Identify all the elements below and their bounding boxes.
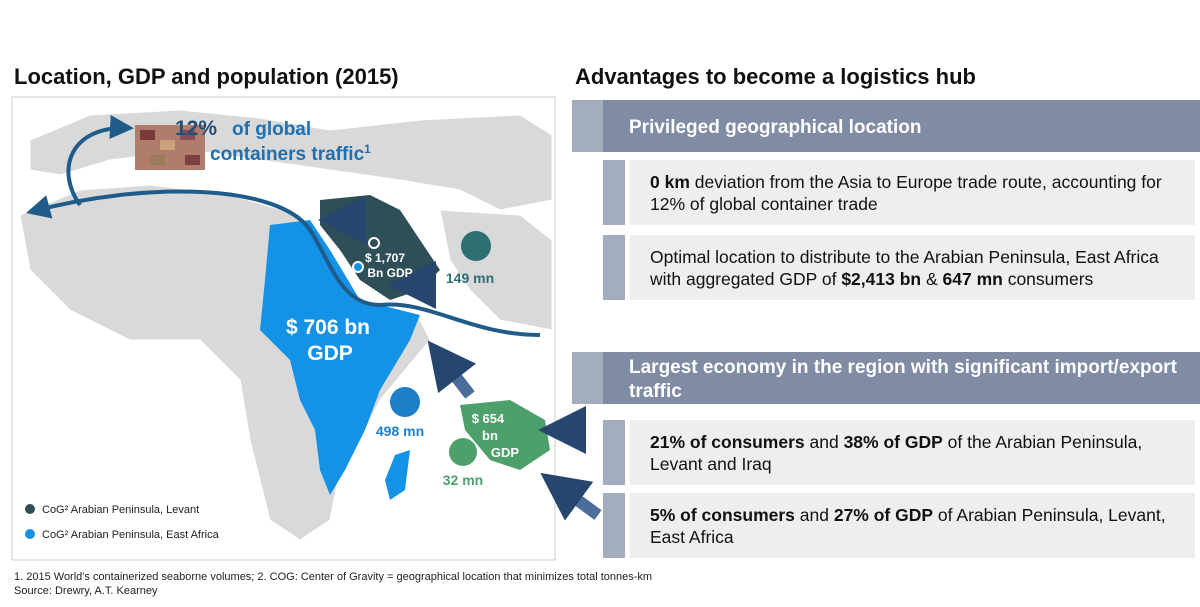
right-title: Advantages to become a logistics hub [575, 64, 976, 89]
text-segment: 21% of consumers [650, 431, 805, 452]
text-segment: $2,413 bn [841, 268, 922, 289]
item-text: Optimal location to distribute to the Ar… [630, 235, 1195, 300]
gdp-label: GDP [491, 445, 520, 460]
section-header: Largest economy in the region with signi… [572, 352, 1200, 404]
madagascar [385, 450, 410, 500]
text-segment: consumers [1002, 268, 1094, 289]
pop-label: 149 mn [446, 270, 494, 286]
text-segment: 5% of consumers [650, 504, 795, 525]
text-segment: 27% of GDP [833, 504, 934, 525]
east-africa-region [260, 220, 420, 495]
inflow-arrows [318, 196, 602, 521]
footnote-ref: 1 [364, 142, 371, 156]
cog-africa [352, 261, 364, 273]
gdp-label: $ 706 bn [286, 316, 370, 339]
gdp-label: GDP [307, 342, 353, 365]
europe-arrow [66, 115, 134, 207]
text-segment: 38% of GDP [843, 431, 943, 452]
section-header: Privileged geographical location [572, 100, 1200, 152]
gdp-label: Bn GDP [367, 266, 412, 280]
item-bar [603, 493, 625, 558]
pop-label: 32 mn [443, 472, 483, 488]
item-bar [603, 420, 625, 485]
left-title: Location, GDP and population (2015) [14, 64, 399, 89]
traffic-text: containers traffic [210, 144, 365, 165]
legend-marker [25, 504, 35, 514]
text-segment: 0 km [650, 171, 690, 192]
legend-marker [25, 529, 35, 539]
pop-label: 498 mn [376, 423, 424, 439]
text-segment: Optimal location to distribute to the Ar… [650, 246, 1164, 289]
legend-label: CoG² Arabian Peninsula, East Africa [42, 529, 220, 541]
advantage-item: 5% of consumers and 27% of GDP of Arabia… [603, 493, 1200, 558]
item-bar [603, 235, 625, 300]
footnote: Source: Drewry, A.T. Kearney [14, 585, 158, 597]
gdp-label: $ 654 [472, 411, 505, 426]
traffic-text: of global [232, 119, 311, 140]
advantage-item: 0 km deviation from the Asia to Europe t… [603, 160, 1200, 225]
footnote: 1. 2015 World's containerized seaborne v… [14, 571, 653, 583]
cog-levant [368, 237, 380, 249]
gdp-label: $ 1,707 [365, 251, 405, 265]
traffic-text: containers traffic1 [210, 142, 371, 165]
traffic-percent: 12% [175, 117, 217, 140]
pop-icon [390, 387, 420, 417]
section-header-text: Privileged geographical location [603, 100, 1200, 152]
trade-route [26, 189, 541, 337]
text-segment: and [804, 431, 844, 452]
text-segment: of the Arabian Peninsula, Levant and Ira… [650, 431, 1148, 474]
pop-icon [449, 438, 477, 466]
text-segment: & [921, 268, 943, 289]
advantage-item: Optimal location to distribute to the Ar… [603, 235, 1200, 300]
advantage-item: 21% of consumers and 38% of GDP of the A… [603, 420, 1200, 485]
gdp-label: bn [482, 428, 498, 443]
item-text: 21% of consumers and 38% of GDP of the A… [630, 420, 1195, 485]
item-bar [603, 160, 625, 225]
section-header-text: Largest economy in the region with signi… [603, 352, 1200, 404]
legend-label: CoG² Arabian Peninsula, Levant [42, 504, 199, 516]
text-segment: of Arabian Peninsula, Levant, East Afric… [650, 504, 1171, 547]
text-segment: deviation from the Asia to Europe trade … [650, 171, 1167, 214]
containers [135, 125, 205, 170]
item-text: 5% of consumers and 27% of GDP of Arabia… [630, 493, 1195, 558]
item-text: 0 km deviation from the Asia to Europe t… [630, 160, 1195, 225]
text-segment: 647 mn [942, 268, 1003, 289]
ksa-region [460, 400, 550, 470]
text-segment: and [794, 504, 834, 525]
pop-icon [461, 231, 491, 261]
